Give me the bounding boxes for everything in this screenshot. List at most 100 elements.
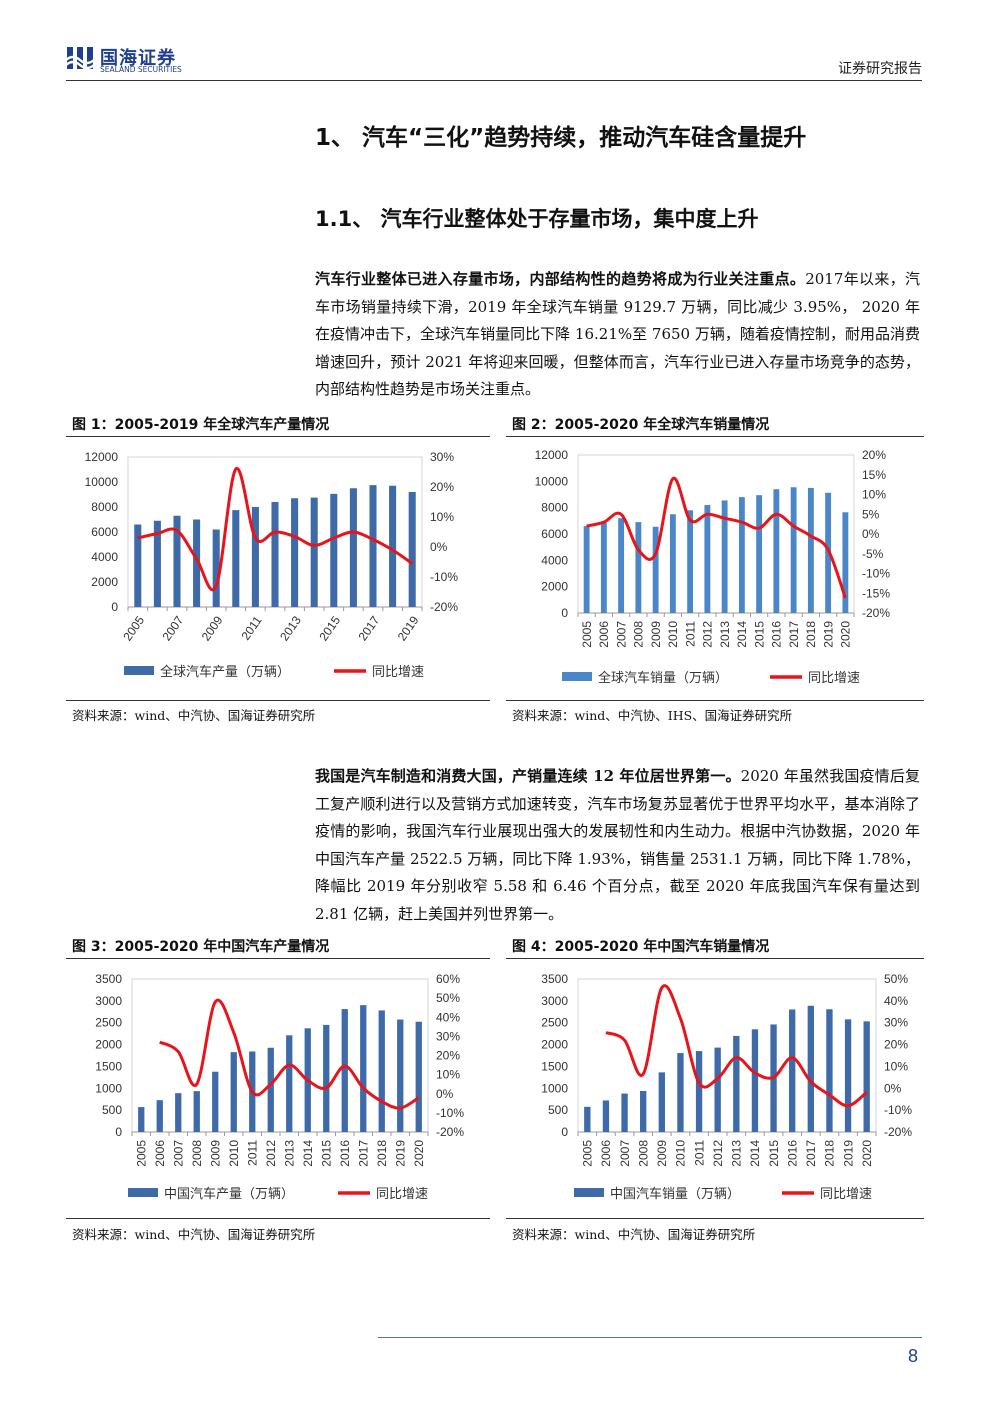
paragraph-2-body: 2020 年虽然我国疫情后复工复产顺利进行以及营销方式加速转变，汽车市场复苏显著… [315, 767, 920, 923]
x-tick-label: 2005 [580, 621, 594, 648]
figure-3-chart: 0 500 1000 1500 2000 2500 3000 3500 -20% -10% 0% 10… [66, 962, 490, 1214]
figure-2-source: 资料来源：wind、中汽协、IHS、国海证券研究所 [512, 708, 793, 723]
x-tick-label: 2006 [153, 1140, 167, 1167]
y-right-tick-label: 0% [430, 540, 448, 554]
x-tick-label: 2013 [730, 1140, 744, 1167]
chart-1-svg: 0 2000 4000 6000 8000 10000 12000 -20% -10% 0% 10%… [85, 450, 459, 679]
series-line [159, 998, 420, 1110]
x-tick-label: 2013 [277, 613, 304, 643]
y-right-tick-label: 50% [436, 991, 460, 1005]
x-tick-label: 2012 [701, 621, 715, 648]
chart-2-svg: 0 2000 4000 6000 8000 10000 12000 -20% -15% -10% -… [535, 448, 891, 685]
y-right-tick-label: 30% [884, 1016, 908, 1030]
bar [695, 1051, 703, 1132]
x-tick-label: 2019 [821, 621, 835, 648]
x-tick-label: 2017 [787, 621, 801, 648]
x-tick-label: 2009 [208, 1140, 222, 1167]
y-right-tick-label: -20% [430, 600, 458, 614]
bar [807, 1005, 814, 1132]
bar [677, 1053, 684, 1132]
footer-divider [378, 1337, 922, 1338]
y-right-tick-label: 0% [436, 1087, 454, 1101]
x-tick-label: 2017 [804, 1140, 818, 1167]
y-left-tick-label: 1500 [541, 1059, 568, 1073]
bar [583, 526, 590, 613]
y-right-tick-label: 5% [862, 507, 880, 521]
x-tick-label: 2012 [264, 1140, 278, 1167]
y-right-tick-label: 40% [884, 994, 908, 1008]
bar [193, 1091, 200, 1132]
bar [618, 518, 625, 613]
y-right-tick-label: 20% [862, 448, 886, 462]
y-left-tick-label: 2500 [95, 1016, 122, 1030]
bar [212, 529, 220, 607]
figure-1-bottom-rule [66, 700, 490, 701]
bar [134, 524, 142, 607]
bar [310, 497, 318, 607]
figure-2-title-rule [506, 436, 924, 437]
legend-bar-label: 中国汽车产量（万辆） [164, 1186, 294, 1201]
x-tick-label: 2014 [735, 621, 749, 648]
y-left-tick-label: 2000 [91, 575, 118, 589]
y-right-tick-label: -10% [862, 567, 890, 581]
y-right-tick-label: 10% [862, 488, 886, 502]
x-tick-label: 2020 [839, 621, 853, 648]
x-tick-label: 2017 [356, 1140, 370, 1167]
bar [826, 1009, 833, 1132]
y-left-tick-label: 2000 [541, 1038, 568, 1052]
x-tick-label: 2019 [841, 1140, 855, 1167]
x-tick-label: 2009 [199, 613, 226, 643]
logo-text-en: SEALAND SECURITIES [100, 65, 182, 74]
x-tick-label: 2012 [711, 1140, 725, 1167]
figure-2-chart: 0 2000 4000 6000 8000 10000 12000 -20% -15% -10% -… [506, 440, 924, 695]
x-tick-label: 2019 [393, 1140, 407, 1167]
bar [267, 1047, 274, 1132]
x-tick-label: 2016 [785, 1140, 799, 1167]
y-left-tick-label: 500 [548, 1103, 568, 1117]
x-tick-label: 2017 [356, 613, 383, 643]
bar [193, 519, 201, 607]
y-right-tick-label: 0% [884, 1081, 902, 1095]
bar [635, 522, 642, 613]
header-divider [66, 80, 922, 81]
y-right-tick-label: -20% [436, 1125, 464, 1139]
bar [389, 485, 397, 607]
y-left-tick-label: 1000 [95, 1081, 122, 1095]
paragraph-1: 汽车行业整体已进入存量市场，内部结构性的趋势将成为行业关注重点。2017年以来，… [315, 266, 920, 404]
y-right-tick-label: 50% [884, 972, 908, 986]
x-tick-label: 2020 [412, 1140, 426, 1167]
legend-line-label: 同比增速 [808, 670, 860, 685]
bar [323, 1024, 330, 1132]
y-right-tick-label: 20% [430, 480, 454, 494]
bar [360, 1005, 367, 1132]
figure-4-bottom-rule [506, 1218, 924, 1219]
figure-3-title: 图 3：2005-2020 年中国汽车产量情况 [72, 939, 330, 955]
y-left-tick-label: 4000 [91, 550, 118, 564]
bar [349, 488, 357, 607]
bar [733, 1035, 740, 1132]
x-tick-label: 2016 [338, 1140, 352, 1167]
x-tick-label: 2010 [674, 1140, 688, 1167]
y-left-tick-label: 2000 [541, 580, 568, 594]
bar [584, 1106, 591, 1132]
y-right-tick-label: 10% [436, 1068, 460, 1082]
x-tick-label: 2014 [301, 1140, 315, 1167]
legend-line-label: 同比增速 [376, 1186, 428, 1201]
y-left-tick-label: 1500 [95, 1059, 122, 1073]
y-left-tick-label: 6000 [91, 525, 118, 539]
bar [173, 515, 181, 607]
bar [286, 1035, 293, 1132]
x-tick-label: 2005 [581, 1140, 595, 1167]
y-left-tick-label: 2000 [95, 1038, 122, 1052]
y-right-tick-label: 40% [436, 1010, 460, 1024]
bar [600, 522, 607, 613]
bar [271, 502, 279, 607]
x-tick-label: 2009 [649, 621, 663, 648]
report-type: 证券研究报告 [838, 61, 922, 77]
legend-line-label: 同比增速 [372, 664, 424, 679]
bar [408, 492, 416, 607]
x-tick-label: 2010 [227, 1140, 241, 1167]
x-tick-label: 2015 [767, 1140, 781, 1167]
figure-2-title: 图 2：2005-2020 年全球汽车销量情况 [512, 417, 770, 433]
bar [714, 1047, 721, 1132]
